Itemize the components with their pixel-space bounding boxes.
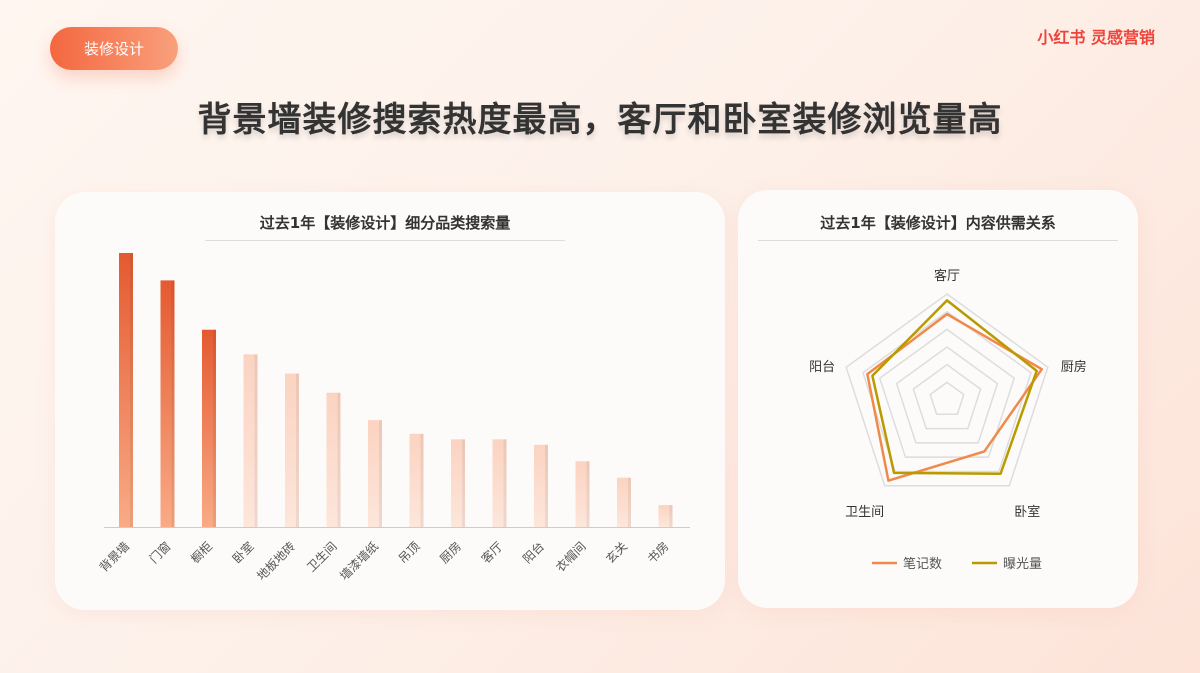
x-tick-label: 卫生间 — [304, 539, 339, 574]
x-tick-label: 门窗 — [146, 539, 174, 567]
x-tick-label: 卧室 — [229, 539, 257, 567]
radar-grid-ring — [862, 310, 1032, 473]
bar-shadow — [586, 461, 590, 527]
bar — [658, 505, 673, 527]
bar — [119, 253, 133, 527]
bar-shadow — [503, 439, 507, 527]
page-title: 背景墙装修搜索热度最高，客厅和卧室装修浏览量高 — [197, 100, 1003, 140]
bar — [534, 444, 548, 527]
x-tick-label: 背景墙 — [97, 539, 132, 574]
x-tick-label: 玄关 — [603, 539, 631, 567]
bar-shadow — [130, 253, 133, 527]
radar-axis-label: 卧室 — [1014, 504, 1040, 520]
bar — [285, 373, 299, 527]
legend-label: 笔记数 — [903, 556, 942, 572]
radar-axis-label: 卫生间 — [845, 505, 884, 520]
radar-grid-ring — [912, 363, 982, 430]
bar — [617, 477, 631, 527]
category-tag: 装修设计 — [50, 27, 178, 70]
bar-shadow — [420, 433, 424, 527]
bar — [409, 433, 424, 527]
radar-axis-label: 厨房 — [1061, 359, 1087, 375]
x-tick-label: 客厅 — [478, 539, 506, 567]
radar-grid-ring — [878, 328, 1016, 458]
x-tick-label: 地板地砖 — [254, 539, 299, 584]
x-tick-label: 橱柜 — [188, 539, 215, 566]
radar-axis-label: 阳台 — [809, 360, 835, 375]
radar-title-divider — [758, 240, 1118, 241]
radar-series-notes — [866, 312, 1044, 482]
bar — [492, 439, 507, 527]
bar — [451, 439, 465, 527]
radar-grid-ring — [845, 293, 1049, 487]
bar-shadow — [628, 477, 631, 527]
x-tick-label: 厨房 — [437, 539, 465, 567]
x-tick-label: 书房 — [644, 539, 672, 567]
radar-chart-title: 过去1年【装修设计】内容供需关系 — [820, 214, 1056, 232]
bar-title-divider — [205, 240, 565, 241]
radar-axis-label: 客厅 — [934, 268, 960, 284]
bar-shadow — [296, 373, 299, 527]
radar-grid-ring — [895, 346, 999, 444]
radar-chart-card — [738, 190, 1138, 608]
radar-series-exposure — [871, 299, 1038, 475]
bar-shadow — [462, 439, 465, 527]
x-tick-label: 衣帽间 — [553, 539, 589, 575]
bar-shadow — [545, 444, 548, 527]
bar — [243, 354, 258, 527]
x-tick-label: 墙漆墙纸 — [337, 539, 381, 583]
brand-logo: 小红书 灵感营销 — [1037, 28, 1155, 47]
radar-grid-ring — [929, 381, 965, 416]
bar — [575, 461, 590, 527]
bar-shadow — [171, 280, 175, 527]
bar — [202, 329, 216, 527]
bar-shadow — [213, 329, 216, 527]
bar-shadow — [337, 392, 341, 527]
bar-shadow — [379, 420, 382, 527]
bar-shadow — [254, 354, 258, 527]
legend-label: 曝光量 — [1003, 557, 1042, 572]
bar-shadow — [669, 505, 673, 527]
x-tick-label: 阳台 — [520, 539, 548, 567]
bar — [160, 280, 175, 527]
bar — [368, 420, 382, 527]
bar-chart-title: 过去1年【装修设计】细分品类搜索量 — [259, 214, 511, 232]
bar — [326, 392, 341, 527]
x-tick-label: 吊顶 — [396, 539, 423, 566]
